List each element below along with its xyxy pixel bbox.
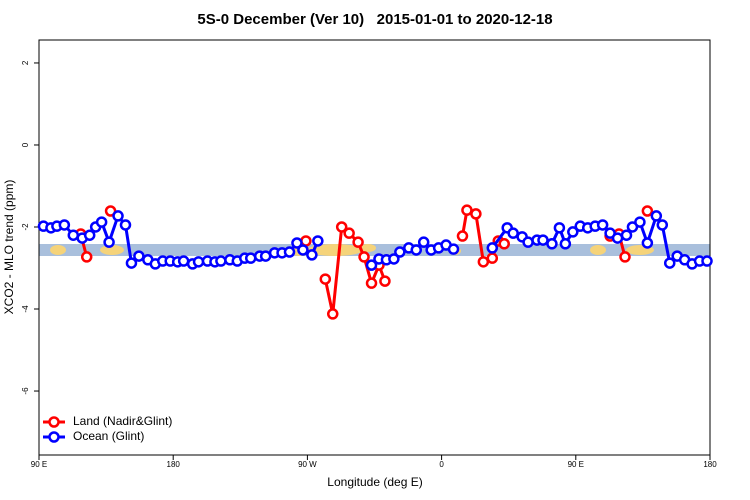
point: [244, 252, 257, 264]
point: [559, 238, 572, 250]
point: [259, 250, 272, 262]
point: [326, 308, 339, 320]
point: [343, 227, 355, 239]
legend-marker: [48, 431, 60, 443]
point: [619, 251, 631, 263]
legend-marker: [48, 416, 60, 428]
point: [522, 236, 534, 248]
point: [394, 246, 406, 258]
point: [634, 216, 646, 228]
point: [358, 251, 370, 263]
x-tick-label: 180: [703, 460, 717, 469]
point: [388, 253, 400, 265]
chart-title: 5S-0 December (Ver 10) 2015-01-01 to 202…: [197, 11, 552, 28]
point: [701, 255, 713, 267]
point: [95, 216, 108, 228]
y-tick-label: 0: [21, 142, 30, 147]
plot-frame: [38, 39, 711, 456]
legend-label: Land (Nadir&Glint): [73, 414, 172, 428]
point: [620, 229, 633, 241]
point: [192, 256, 205, 268]
y-tick-label: -4: [21, 305, 30, 313]
point: [663, 257, 676, 269]
point: [417, 236, 430, 248]
point: [650, 210, 663, 222]
point: [553, 222, 566, 234]
point: [335, 221, 348, 233]
point: [365, 259, 378, 271]
point: [537, 234, 549, 246]
point: [319, 273, 332, 285]
point: [596, 219, 609, 231]
x-tick-label: 180: [167, 460, 181, 469]
point: [300, 235, 312, 247]
y-tick-label: 2: [21, 60, 30, 65]
point: [177, 255, 190, 267]
point: [410, 244, 423, 256]
point: [379, 275, 391, 287]
point: [306, 249, 318, 261]
point: [365, 277, 378, 289]
point: [486, 252, 499, 264]
point: [58, 219, 71, 231]
point: [67, 229, 80, 241]
point: [656, 219, 669, 231]
point: [80, 251, 93, 263]
point: [297, 244, 309, 256]
point: [456, 230, 469, 242]
point: [352, 236, 364, 248]
x-tick-label: 0: [439, 460, 444, 469]
x-tick-label: 90 E: [568, 460, 584, 469]
point: [461, 204, 473, 216]
point: [112, 210, 124, 222]
point: [283, 246, 296, 258]
point: [125, 257, 138, 269]
point: [641, 205, 654, 217]
point: [546, 238, 558, 250]
point: [447, 243, 460, 255]
point: [312, 235, 324, 247]
point: [470, 208, 482, 220]
point: [641, 237, 654, 249]
point: [215, 255, 227, 267]
point: [291, 237, 303, 249]
point: [486, 242, 499, 254]
x-tick-label: 90 W: [298, 460, 317, 469]
point: [83, 229, 96, 241]
point: [507, 227, 519, 239]
point: [477, 256, 490, 268]
legend-label: Ocean (Glint): [73, 429, 144, 443]
y-tick-label: -6: [21, 387, 30, 395]
point: [119, 219, 132, 231]
point: [133, 250, 145, 262]
point: [498, 238, 510, 250]
y-axis-label: XCO2 - MLO trend (ppm): [2, 180, 16, 315]
y-tick-label: -2: [21, 223, 30, 231]
point: [611, 232, 624, 244]
point: [567, 226, 579, 238]
x-tick-label: 90 E: [31, 460, 47, 469]
x-axis-label: Longitude (deg E): [327, 475, 422, 489]
point: [103, 236, 115, 248]
